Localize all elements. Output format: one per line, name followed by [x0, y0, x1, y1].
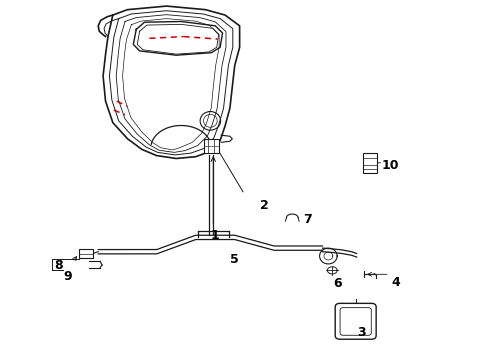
Text: 1: 1 [210, 229, 219, 242]
Text: 10: 10 [381, 159, 399, 172]
Text: 5: 5 [230, 253, 239, 266]
Text: 3: 3 [356, 326, 365, 339]
Bar [79, 249, 93, 258]
Text: 4: 4 [390, 276, 399, 289]
Text: 2: 2 [259, 199, 268, 212]
Text: 8: 8 [54, 259, 62, 272]
Bar [203, 139, 219, 153]
Text: 7: 7 [303, 213, 312, 226]
Bar [363, 153, 376, 173]
FancyBboxPatch shape [334, 303, 375, 339]
Text: 9: 9 [63, 270, 72, 283]
Text: 6: 6 [332, 278, 341, 291]
